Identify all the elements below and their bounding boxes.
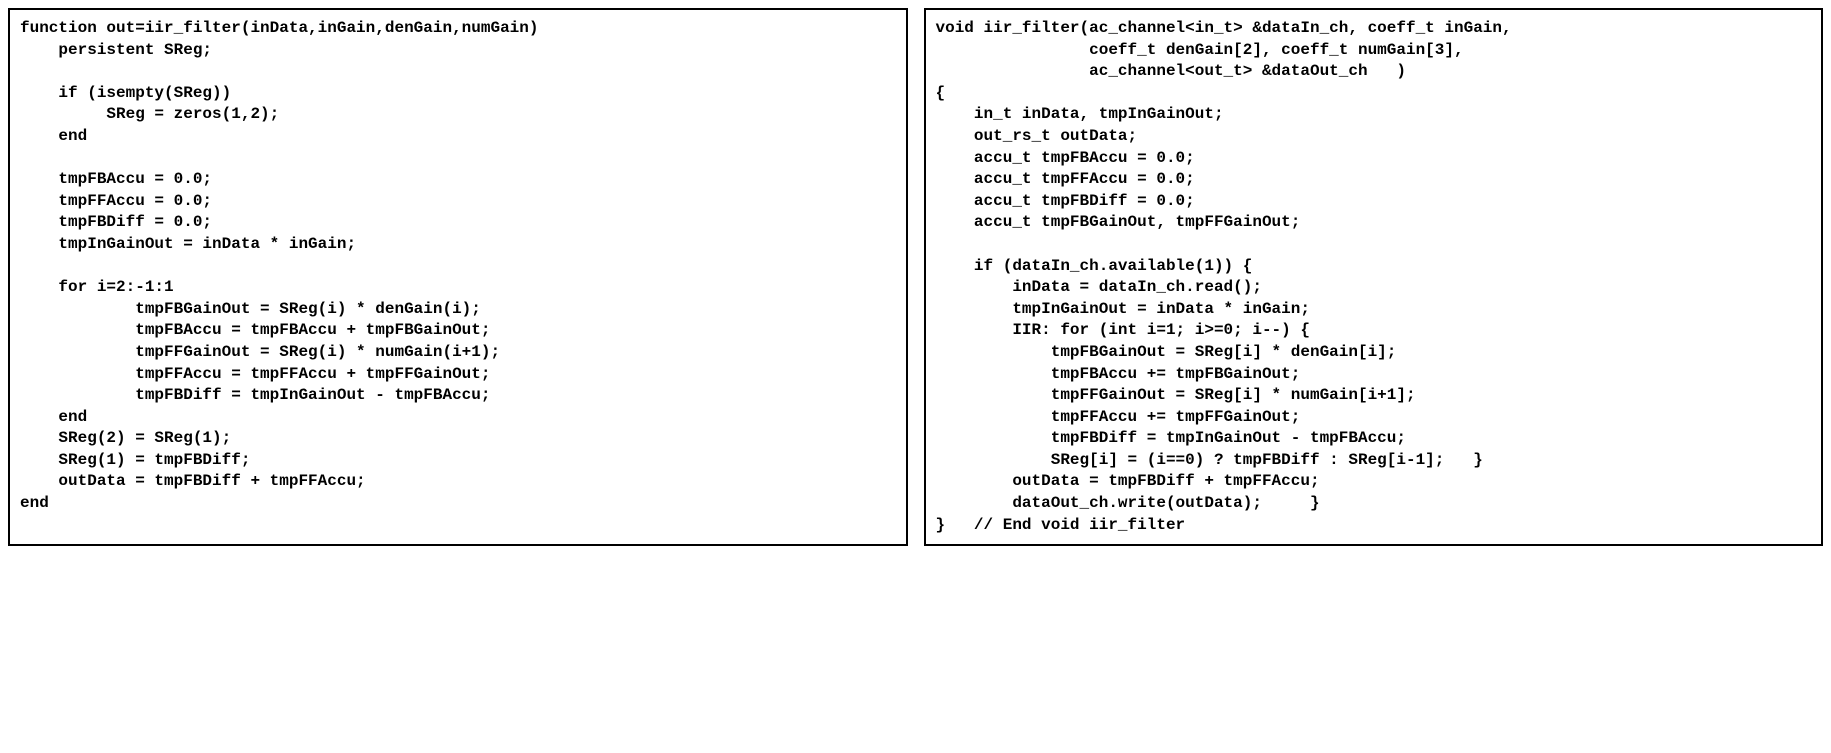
cpp-code-box: void iir_filter(ac_channel<in_t> &dataIn… bbox=[924, 8, 1824, 546]
matlab-code-box: function out=iir_filter(inData,inGain,de… bbox=[8, 8, 908, 546]
code-compare-container: function out=iir_filter(inData,inGain,de… bbox=[8, 8, 1823, 546]
